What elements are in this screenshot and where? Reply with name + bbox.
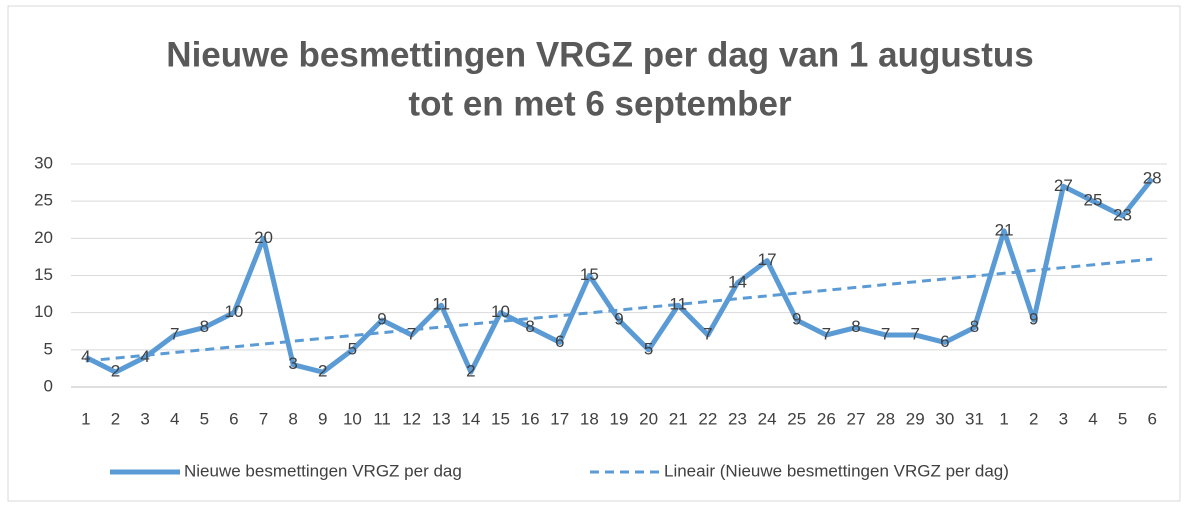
x-tick-label: 25 bbox=[787, 409, 806, 428]
x-tick-label: 9 bbox=[318, 409, 327, 428]
data-label: 20 bbox=[254, 228, 273, 247]
data-label: 7 bbox=[703, 324, 712, 343]
y-tick-label: 20 bbox=[34, 228, 53, 247]
x-tick-label: 13 bbox=[432, 409, 451, 428]
x-tick-label: 31 bbox=[965, 409, 984, 428]
x-tick-label: 12 bbox=[402, 409, 421, 428]
data-label: 8 bbox=[200, 317, 209, 336]
data-label: 25 bbox=[1083, 191, 1102, 210]
x-tick-label: 27 bbox=[847, 409, 866, 428]
x-tick-label: 22 bbox=[698, 409, 717, 428]
data-label: 8 bbox=[525, 317, 534, 336]
x-tick-label: 1 bbox=[999, 409, 1008, 428]
data-label: 7 bbox=[170, 324, 179, 343]
data-label: 2 bbox=[318, 362, 327, 381]
data-label: 6 bbox=[940, 332, 949, 351]
x-tick-label: 26 bbox=[817, 409, 836, 428]
x-tick-label: 16 bbox=[521, 409, 540, 428]
data-label: 28 bbox=[1143, 168, 1162, 187]
data-label: 10 bbox=[224, 302, 243, 321]
trend-line bbox=[85, 257, 1153, 363]
x-tick-label: 4 bbox=[170, 409, 179, 428]
y-tick-label: 5 bbox=[44, 339, 53, 358]
data-label: 7 bbox=[910, 324, 919, 343]
data-label: 15 bbox=[580, 265, 599, 284]
data-label: 9 bbox=[614, 310, 623, 329]
x-tick-label: 1 bbox=[81, 409, 90, 428]
x-tick-label: 21 bbox=[669, 409, 688, 428]
data-label: 8 bbox=[970, 317, 979, 336]
data-label: 27 bbox=[1054, 176, 1073, 195]
data-label: 4 bbox=[140, 347, 149, 366]
x-tick-label: 14 bbox=[461, 409, 480, 428]
y-tick-label: 10 bbox=[34, 302, 53, 321]
data-label: 11 bbox=[669, 295, 687, 314]
x-tick-label: 10 bbox=[343, 409, 362, 428]
x-tick-label: 20 bbox=[639, 409, 658, 428]
x-tick-label: 3 bbox=[1059, 409, 1068, 428]
chart-frame bbox=[7, 5, 1181, 502]
x-tick-label: 24 bbox=[758, 409, 777, 428]
data-line bbox=[84, 177, 1155, 375]
data-label: 9 bbox=[1029, 310, 1038, 329]
y-tick-label: 30 bbox=[34, 153, 53, 172]
data-label: 2 bbox=[111, 362, 120, 381]
x-tick-label: 5 bbox=[1118, 409, 1127, 428]
x-tick-label: 3 bbox=[140, 409, 149, 428]
data-label: 9 bbox=[792, 310, 801, 329]
x-tick-label: 30 bbox=[935, 409, 954, 428]
x-tick-label: 8 bbox=[288, 409, 297, 428]
data-label: 21 bbox=[995, 220, 1014, 239]
data-label: 7 bbox=[822, 324, 831, 343]
y-tick-label: 0 bbox=[44, 376, 53, 395]
legend-label: Lineair (Nieuwe besmettingen VRGZ per da… bbox=[664, 461, 1009, 480]
data-label: 5 bbox=[348, 339, 357, 358]
x-tick-label: 6 bbox=[229, 409, 238, 428]
x-tick-label: 2 bbox=[1029, 409, 1038, 428]
x-tick-label: 2 bbox=[111, 409, 120, 428]
data-label: 7 bbox=[407, 324, 416, 343]
x-tick-label: 7 bbox=[259, 409, 268, 428]
data-label: 4 bbox=[81, 347, 90, 366]
x-tick-label: 19 bbox=[610, 409, 629, 428]
x-tick-label: 18 bbox=[580, 409, 599, 428]
data-label: 9 bbox=[377, 310, 386, 329]
data-label: 11 bbox=[432, 295, 450, 314]
x-tick-label: 23 bbox=[728, 409, 747, 428]
data-label: 23 bbox=[1113, 206, 1132, 225]
x-tick-label: 15 bbox=[491, 409, 510, 428]
legend-label: Nieuwe besmettingen VRGZ per dag bbox=[184, 461, 462, 480]
x-tick-label: 11 bbox=[373, 409, 391, 428]
data-label: 17 bbox=[758, 250, 777, 269]
x-tick-label: 28 bbox=[876, 409, 895, 428]
x-tick-label: 6 bbox=[1147, 409, 1156, 428]
y-tick-label: 25 bbox=[34, 191, 53, 210]
chart-title: tot en met 6 september bbox=[408, 84, 792, 123]
x-tick-label: 29 bbox=[906, 409, 925, 428]
x-tick-label: 4 bbox=[1088, 409, 1097, 428]
chart-title: Nieuwe besmettingen VRGZ per dag van 1 a… bbox=[166, 35, 1033, 74]
data-label: 8 bbox=[851, 317, 860, 336]
y-tick-label: 15 bbox=[34, 265, 53, 284]
data-label: 6 bbox=[555, 332, 564, 351]
data-label: 3 bbox=[288, 354, 297, 373]
data-label: 7 bbox=[881, 324, 890, 343]
x-tick-label: 5 bbox=[200, 409, 209, 428]
data-label: 5 bbox=[644, 339, 653, 358]
x-tick-label: 17 bbox=[550, 409, 569, 428]
data-label: 10 bbox=[491, 302, 510, 321]
data-label: 2 bbox=[466, 362, 475, 381]
data-label: 14 bbox=[728, 272, 747, 291]
